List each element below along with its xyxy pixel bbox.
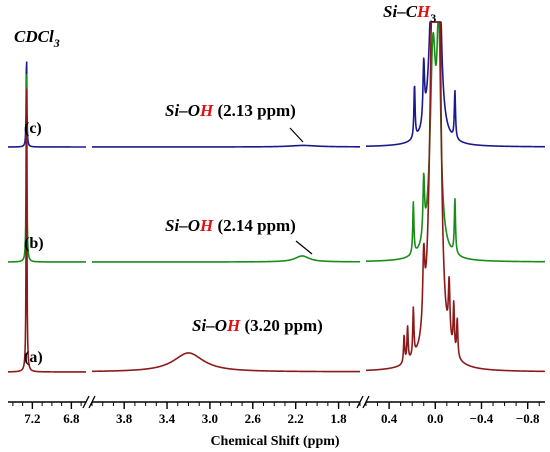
spectrum-c-segment-3 — [365, 21, 546, 148]
series-label-b: (b) — [24, 235, 44, 252]
x-axis-title: Chemical Shift (ppm) — [210, 434, 339, 449]
spectrum-a-segment-2 — [91, 352, 361, 373]
tick-label: −0.4 — [470, 411, 494, 426]
series-label-a: (a) — [24, 349, 43, 366]
axis-break-mark — [362, 395, 370, 409]
axis-break-mark — [82, 395, 90, 409]
methyl-label: Si–CH3 — [383, 2, 436, 25]
axis-break-mark — [356, 395, 364, 409]
tick-label: 3.4 — [159, 411, 176, 426]
x-axis: 7.2 6.8 3.8 3.4 3.0 2.6 2.2 1.8 0.4 0.0 −0.4 −0.8 — [8, 395, 545, 426]
silanol-pointer-c — [289, 127, 304, 143]
spectra-layer — [7, 21, 546, 373]
spectrum-c-segment-1 — [7, 61, 87, 148]
spectrum-a-segment-3 — [365, 21, 546, 373]
spectrum-b-segment-3 — [365, 21, 546, 263]
tick-label: 3.0 — [202, 411, 218, 426]
tick-label: 7.2 — [24, 411, 40, 426]
tick-label: 2.2 — [288, 411, 304, 426]
tick-label: 0.0 — [427, 411, 443, 426]
tick-label: 1.8 — [330, 411, 347, 426]
spectrum-b-segment-2 — [91, 255, 361, 263]
tick-label: 6.8 — [63, 411, 80, 426]
silanol-label-a: Si–OH (3.20 ppm) — [192, 316, 323, 335]
tick-label: 2.6 — [245, 411, 262, 426]
tick-label: −0.8 — [516, 411, 540, 426]
solvent-label: CDCl3 — [14, 27, 60, 50]
spectrum-a-segment-1 — [7, 88, 87, 373]
silanol-label-b: Si–OH (2.14 ppm) — [165, 216, 296, 235]
spectrum-b-segment-1 — [7, 73, 87, 263]
tick-label: 3.8 — [116, 411, 133, 426]
axis-break-mark — [88, 395, 96, 409]
silanol-pointer-b — [295, 240, 313, 255]
series-label-c: (c) — [24, 120, 42, 137]
spectrum-c-segment-2 — [91, 144, 361, 148]
silanol-label-c: Si–OH (2.13 ppm) — [165, 101, 296, 120]
tick-label: 0.4 — [381, 411, 398, 426]
